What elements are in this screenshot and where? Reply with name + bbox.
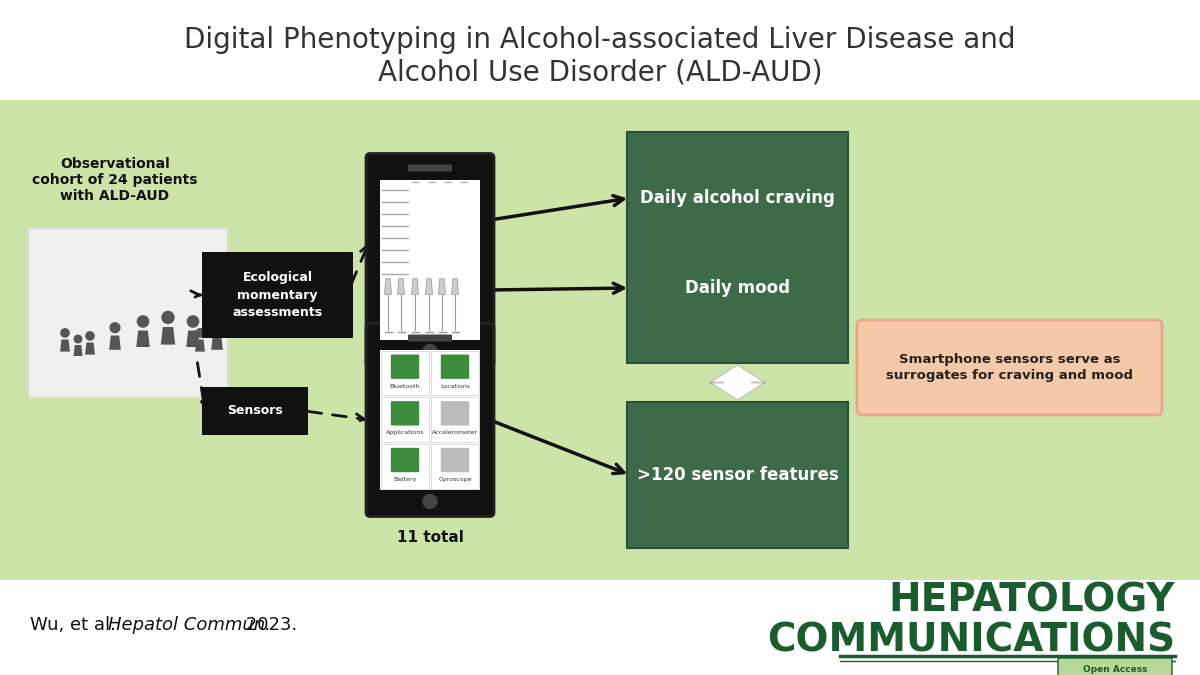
Polygon shape <box>709 365 766 400</box>
Polygon shape <box>412 279 419 294</box>
Circle shape <box>196 329 204 337</box>
FancyBboxPatch shape <box>1058 658 1172 675</box>
FancyBboxPatch shape <box>431 397 479 442</box>
FancyBboxPatch shape <box>628 402 848 548</box>
Circle shape <box>424 495 437 508</box>
Text: Applications: Applications <box>385 431 425 435</box>
Polygon shape <box>85 342 95 354</box>
FancyBboxPatch shape <box>391 354 419 379</box>
Polygon shape <box>451 279 458 294</box>
Text: Open Access: Open Access <box>1082 664 1147 674</box>
Text: 11 total: 11 total <box>396 531 463 545</box>
Polygon shape <box>137 331 150 347</box>
FancyBboxPatch shape <box>28 228 227 397</box>
Text: Daily alcohol craving: Daily alcohol craving <box>640 189 835 207</box>
Text: >120 sensor features: >120 sensor features <box>637 466 839 484</box>
Text: Digital Phenotyping in Alcohol-associated Liver Disease and: Digital Phenotyping in Alcohol-associate… <box>185 26 1015 54</box>
Circle shape <box>110 323 120 333</box>
FancyBboxPatch shape <box>202 387 308 435</box>
FancyBboxPatch shape <box>440 401 469 425</box>
Text: COMMUNICATIONS: COMMUNICATIONS <box>767 621 1175 659</box>
Text: Wu, et al.: Wu, et al. <box>30 616 121 634</box>
Circle shape <box>162 311 174 323</box>
FancyBboxPatch shape <box>0 100 1200 580</box>
Circle shape <box>424 344 437 358</box>
FancyBboxPatch shape <box>408 335 452 342</box>
FancyBboxPatch shape <box>380 350 480 489</box>
Text: Smartphone sensors serve as
surrogates for craving and mood: Smartphone sensors serve as surrogates f… <box>886 354 1133 381</box>
Polygon shape <box>109 335 121 350</box>
Text: 2023.: 2023. <box>240 616 298 634</box>
Text: Accelerometer: Accelerometer <box>432 431 478 435</box>
FancyBboxPatch shape <box>391 448 419 472</box>
Circle shape <box>86 332 94 340</box>
FancyBboxPatch shape <box>628 132 848 363</box>
Polygon shape <box>161 327 175 345</box>
FancyBboxPatch shape <box>408 165 452 171</box>
FancyBboxPatch shape <box>431 444 479 489</box>
FancyBboxPatch shape <box>431 350 479 395</box>
Circle shape <box>74 335 82 343</box>
FancyBboxPatch shape <box>857 320 1162 415</box>
Text: HEPATOLOGY: HEPATOLOGY <box>889 581 1175 619</box>
Circle shape <box>137 316 149 327</box>
Polygon shape <box>426 279 432 294</box>
Polygon shape <box>384 279 391 294</box>
Text: Hepatol Commun.: Hepatol Commun. <box>108 616 271 634</box>
Text: Daily mood: Daily mood <box>685 279 790 297</box>
Text: Locations: Locations <box>440 384 470 389</box>
Polygon shape <box>73 345 83 356</box>
Text: Ecological
momentary
assessments: Ecological momentary assessments <box>233 271 323 319</box>
FancyBboxPatch shape <box>380 180 480 340</box>
FancyBboxPatch shape <box>391 401 419 425</box>
Text: Gyroscope: Gyroscope <box>438 477 472 482</box>
FancyBboxPatch shape <box>382 350 430 395</box>
Text: Bluetooth: Bluetooth <box>390 384 420 389</box>
Polygon shape <box>211 335 223 350</box>
FancyBboxPatch shape <box>366 153 494 367</box>
Circle shape <box>212 323 222 333</box>
Polygon shape <box>397 279 404 294</box>
Polygon shape <box>438 279 445 294</box>
Circle shape <box>187 316 199 327</box>
Text: Sensors: Sensors <box>227 404 283 418</box>
Text: Alcohol Use Disorder (ALD-AUD): Alcohol Use Disorder (ALD-AUD) <box>378 58 822 86</box>
FancyBboxPatch shape <box>440 448 469 472</box>
FancyBboxPatch shape <box>382 444 430 489</box>
Polygon shape <box>186 331 199 347</box>
Polygon shape <box>60 340 70 352</box>
Text: Observational
cohort of 24 patients
with ALD-AUD: Observational cohort of 24 patients with… <box>32 157 198 203</box>
Circle shape <box>61 329 70 337</box>
Text: Battery: Battery <box>394 477 416 482</box>
Polygon shape <box>196 340 205 352</box>
FancyBboxPatch shape <box>366 323 494 516</box>
FancyBboxPatch shape <box>382 397 430 442</box>
FancyBboxPatch shape <box>440 354 469 379</box>
FancyBboxPatch shape <box>202 252 353 338</box>
